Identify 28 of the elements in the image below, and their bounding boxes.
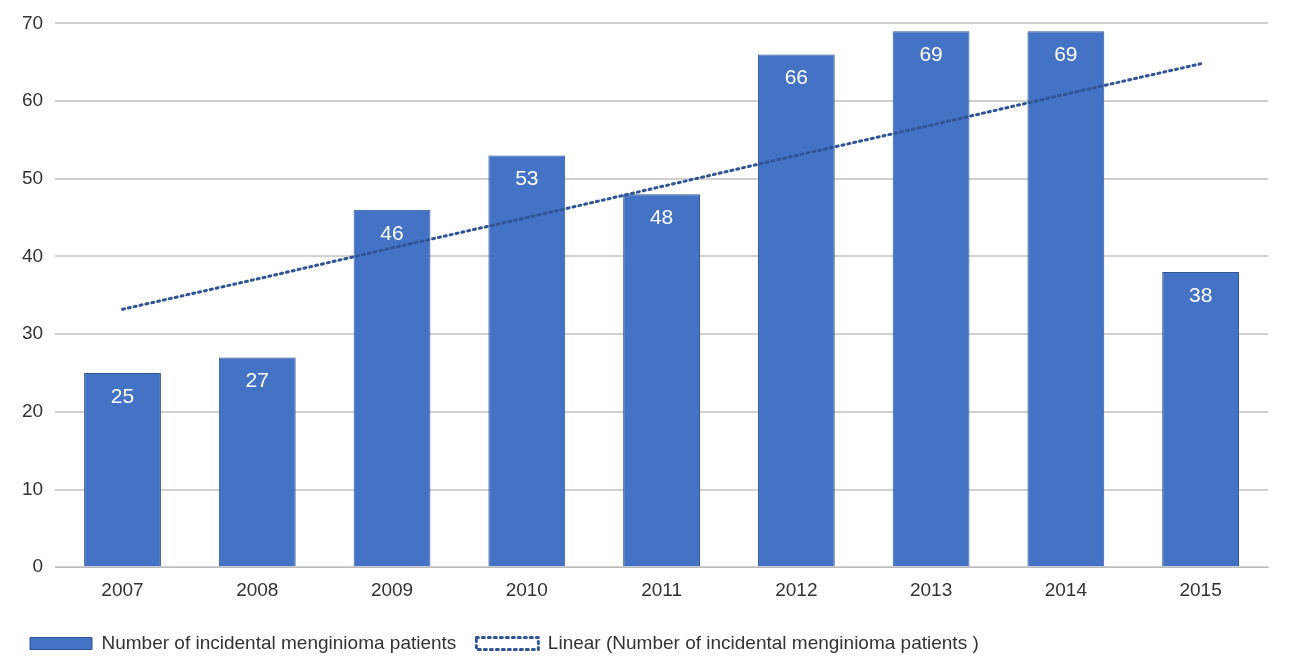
data-label: 53 xyxy=(515,166,539,190)
x-tick-label: 2011 xyxy=(641,578,682,600)
data-label: 25 xyxy=(110,383,135,407)
data-label: 46 xyxy=(380,220,404,244)
x-tick-label: 2008 xyxy=(236,578,279,600)
y-tick-label: 50 xyxy=(21,167,44,189)
y-tick-label: 10 xyxy=(21,477,44,499)
x-tick-label: 2015 xyxy=(1179,578,1222,600)
y-tick-label: 40 xyxy=(21,244,44,266)
data-label: 38 xyxy=(1188,282,1213,306)
x-tick-label: 2010 xyxy=(505,578,548,600)
y-tick-label: 0 xyxy=(32,555,44,577)
data-label: 27 xyxy=(245,368,269,392)
y-tick-label: 60 xyxy=(21,89,44,111)
x-tick-label: 2012 xyxy=(775,578,818,600)
data-label: 48 xyxy=(649,205,674,229)
y-tick-label: 30 xyxy=(21,322,44,344)
legend-label: Number of incidental menginioma patients xyxy=(101,631,457,653)
x-tick-label: 2013 xyxy=(909,578,953,600)
y-tick-label: 20 xyxy=(21,400,44,422)
y-tick-label: 70 xyxy=(21,11,44,33)
x-tick-label: 2009 xyxy=(370,578,414,600)
x-tick-label: 2014 xyxy=(1044,578,1088,600)
x-tick-label: 2007 xyxy=(101,578,144,600)
data-label: 69 xyxy=(1054,41,1078,65)
data-label: 69 xyxy=(919,41,943,65)
legend-label: Linear (Number of incidental menginioma patients ) xyxy=(547,631,979,653)
data-label: 66 xyxy=(784,65,809,89)
